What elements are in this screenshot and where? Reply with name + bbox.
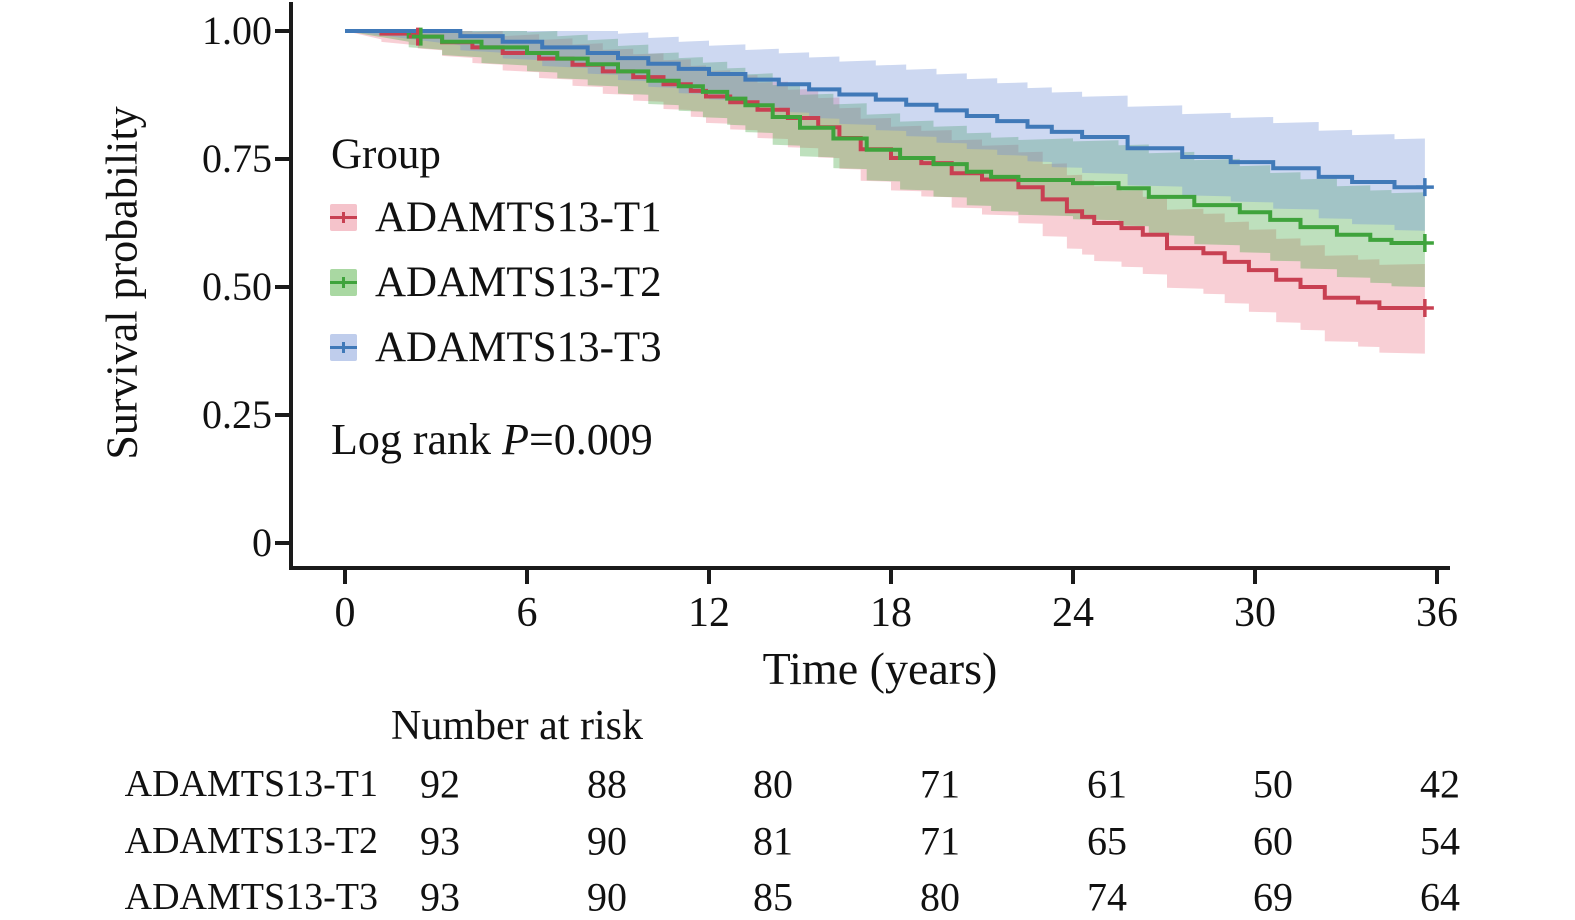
legend-key-icon-t2 bbox=[330, 268, 357, 296]
y-tick-label: 1.00 bbox=[202, 8, 272, 53]
log-rank-annotation: Log rank P=0.009 bbox=[331, 414, 653, 465]
legend-item-label: ADAMTS13-T3 bbox=[375, 323, 662, 371]
x-axis-title: Time (years) bbox=[762, 643, 998, 694]
risk-value: 92 bbox=[420, 761, 460, 807]
confidence-band-ADAMTS13-T2 bbox=[345, 31, 1425, 287]
y-tick-label: 0.50 bbox=[202, 264, 272, 309]
x-tick-label: 6 bbox=[516, 590, 538, 636]
risk-value: 61 bbox=[1087, 761, 1127, 807]
y-tick-label: 0.75 bbox=[202, 136, 272, 181]
x-tick-label: 12 bbox=[688, 590, 730, 636]
survival-curve-ADAMTS13-T3 bbox=[345, 29, 1425, 190]
legend-item-label: ADAMTS13-T2 bbox=[375, 258, 662, 306]
log-rank-prefix: Log rank bbox=[331, 415, 503, 464]
risk-row-label-t2: ADAMTS13-T2 bbox=[124, 820, 378, 862]
censor-plus-icon bbox=[411, 27, 430, 46]
survival-curve-ADAMTS13-T2 bbox=[345, 29, 1425, 245]
risk-value: 80 bbox=[753, 761, 793, 807]
risk-value: 71 bbox=[920, 818, 960, 864]
y-axis-title: Survival probability bbox=[97, 106, 147, 460]
risk-value: 90 bbox=[587, 818, 627, 864]
risk-value: 64 bbox=[1420, 874, 1460, 920]
legend-item-label: ADAMTS13-T1 bbox=[375, 193, 662, 241]
legend-item-t1: ADAMTS13-T1 bbox=[330, 193, 662, 241]
risk-value: 93 bbox=[420, 818, 460, 864]
legend-title: Group bbox=[331, 131, 441, 178]
censor-plus-icon bbox=[342, 341, 345, 353]
risk-row-label-t3: ADAMTS13-T3 bbox=[124, 876, 378, 918]
censor-plus-icon bbox=[1415, 298, 1434, 317]
risk-row-label-t1: ADAMTS13-T1 bbox=[124, 763, 378, 805]
x-tick-label: 24 bbox=[1052, 590, 1094, 636]
legend-item-t2: ADAMTS13-T2 bbox=[330, 258, 662, 306]
risk-value: 88 bbox=[587, 761, 627, 807]
log-rank-p-symbol: P bbox=[502, 415, 529, 464]
y-tick-label: 0 bbox=[252, 520, 272, 565]
risk-value: 93 bbox=[420, 874, 460, 920]
risk-value: 60 bbox=[1253, 818, 1293, 864]
risk-value: 85 bbox=[753, 874, 793, 920]
legend-key-icon-t3 bbox=[330, 333, 357, 361]
x-tick-label: 0 bbox=[334, 590, 356, 636]
risk-value: 80 bbox=[920, 874, 960, 920]
risk-value: 90 bbox=[587, 874, 627, 920]
legend-key-icon-t1 bbox=[330, 203, 357, 231]
risk-table-title: Number at risk bbox=[391, 703, 643, 749]
risk-value: 54 bbox=[1420, 818, 1460, 864]
legend-item-t3: ADAMTS13-T3 bbox=[330, 323, 662, 371]
censor-plus-icon bbox=[1415, 233, 1434, 252]
censor-plus-icon bbox=[342, 211, 345, 223]
x-tick-label: 36 bbox=[1416, 590, 1458, 636]
censor-plus-icon bbox=[342, 276, 345, 288]
confidence-band-ADAMTS13-T1 bbox=[345, 31, 1425, 354]
risk-value: 42 bbox=[1420, 761, 1460, 807]
confidence-band-ADAMTS13-T3 bbox=[345, 31, 1425, 231]
risk-value: 74 bbox=[1087, 874, 1127, 920]
risk-value: 65 bbox=[1087, 818, 1127, 864]
censor-plus-icon bbox=[1415, 178, 1434, 197]
y-tick-label: 0.25 bbox=[202, 392, 272, 437]
risk-value: 81 bbox=[753, 818, 793, 864]
risk-value: 50 bbox=[1253, 761, 1293, 807]
log-rank-value: =0.009 bbox=[528, 415, 653, 464]
risk-value: 71 bbox=[920, 761, 960, 807]
risk-value: 69 bbox=[1253, 874, 1293, 920]
x-tick-label: 30 bbox=[1234, 590, 1276, 636]
x-tick-label: 18 bbox=[870, 590, 912, 636]
